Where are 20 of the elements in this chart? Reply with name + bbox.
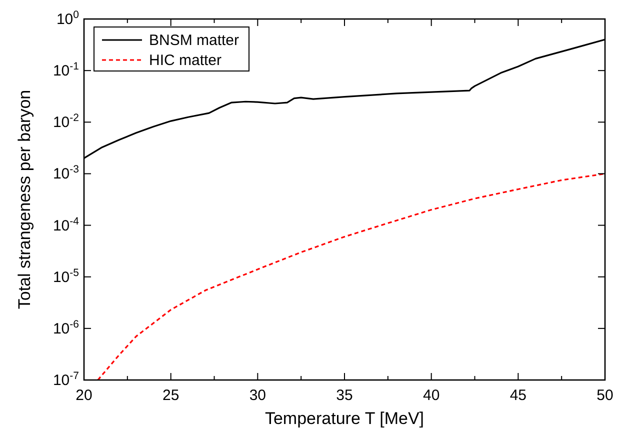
x-tick-label: 30	[249, 387, 266, 404]
line-series	[97, 172, 605, 380]
y-tick-label: 10$^{0}$	[56, 9, 80, 28]
x-tick-label: 45	[510, 387, 527, 404]
x-tick-label: 25	[162, 387, 180, 404]
y-axis-title: Total strangeness per baryon	[15, 90, 34, 310]
x-tick-label: 35	[336, 387, 353, 404]
legend-label: BNSM matter	[149, 32, 240, 49]
y-tick-label: 10$^{-5}$	[52, 266, 80, 286]
x-tick-label: 40	[422, 387, 440, 404]
x-tick-label: 20	[76, 387, 92, 404]
legend-label: HIC matter	[149, 52, 222, 69]
x-axis-title: Temperature T [MeV]	[264, 409, 424, 428]
y-tick-label: 10$^{-2}$	[52, 112, 80, 132]
y-tick-label: 10$^{-1}$	[52, 60, 80, 80]
y-tick-label: 10$^{-7}$	[52, 370, 80, 389]
x-tick-label: 50	[596, 387, 614, 404]
y-tick-label: 10$^{-3}$	[52, 164, 80, 183]
y-tick-label: 10$^{-6}$	[52, 318, 80, 338]
y-tick-label: 10$^{-4}$	[52, 215, 80, 234]
